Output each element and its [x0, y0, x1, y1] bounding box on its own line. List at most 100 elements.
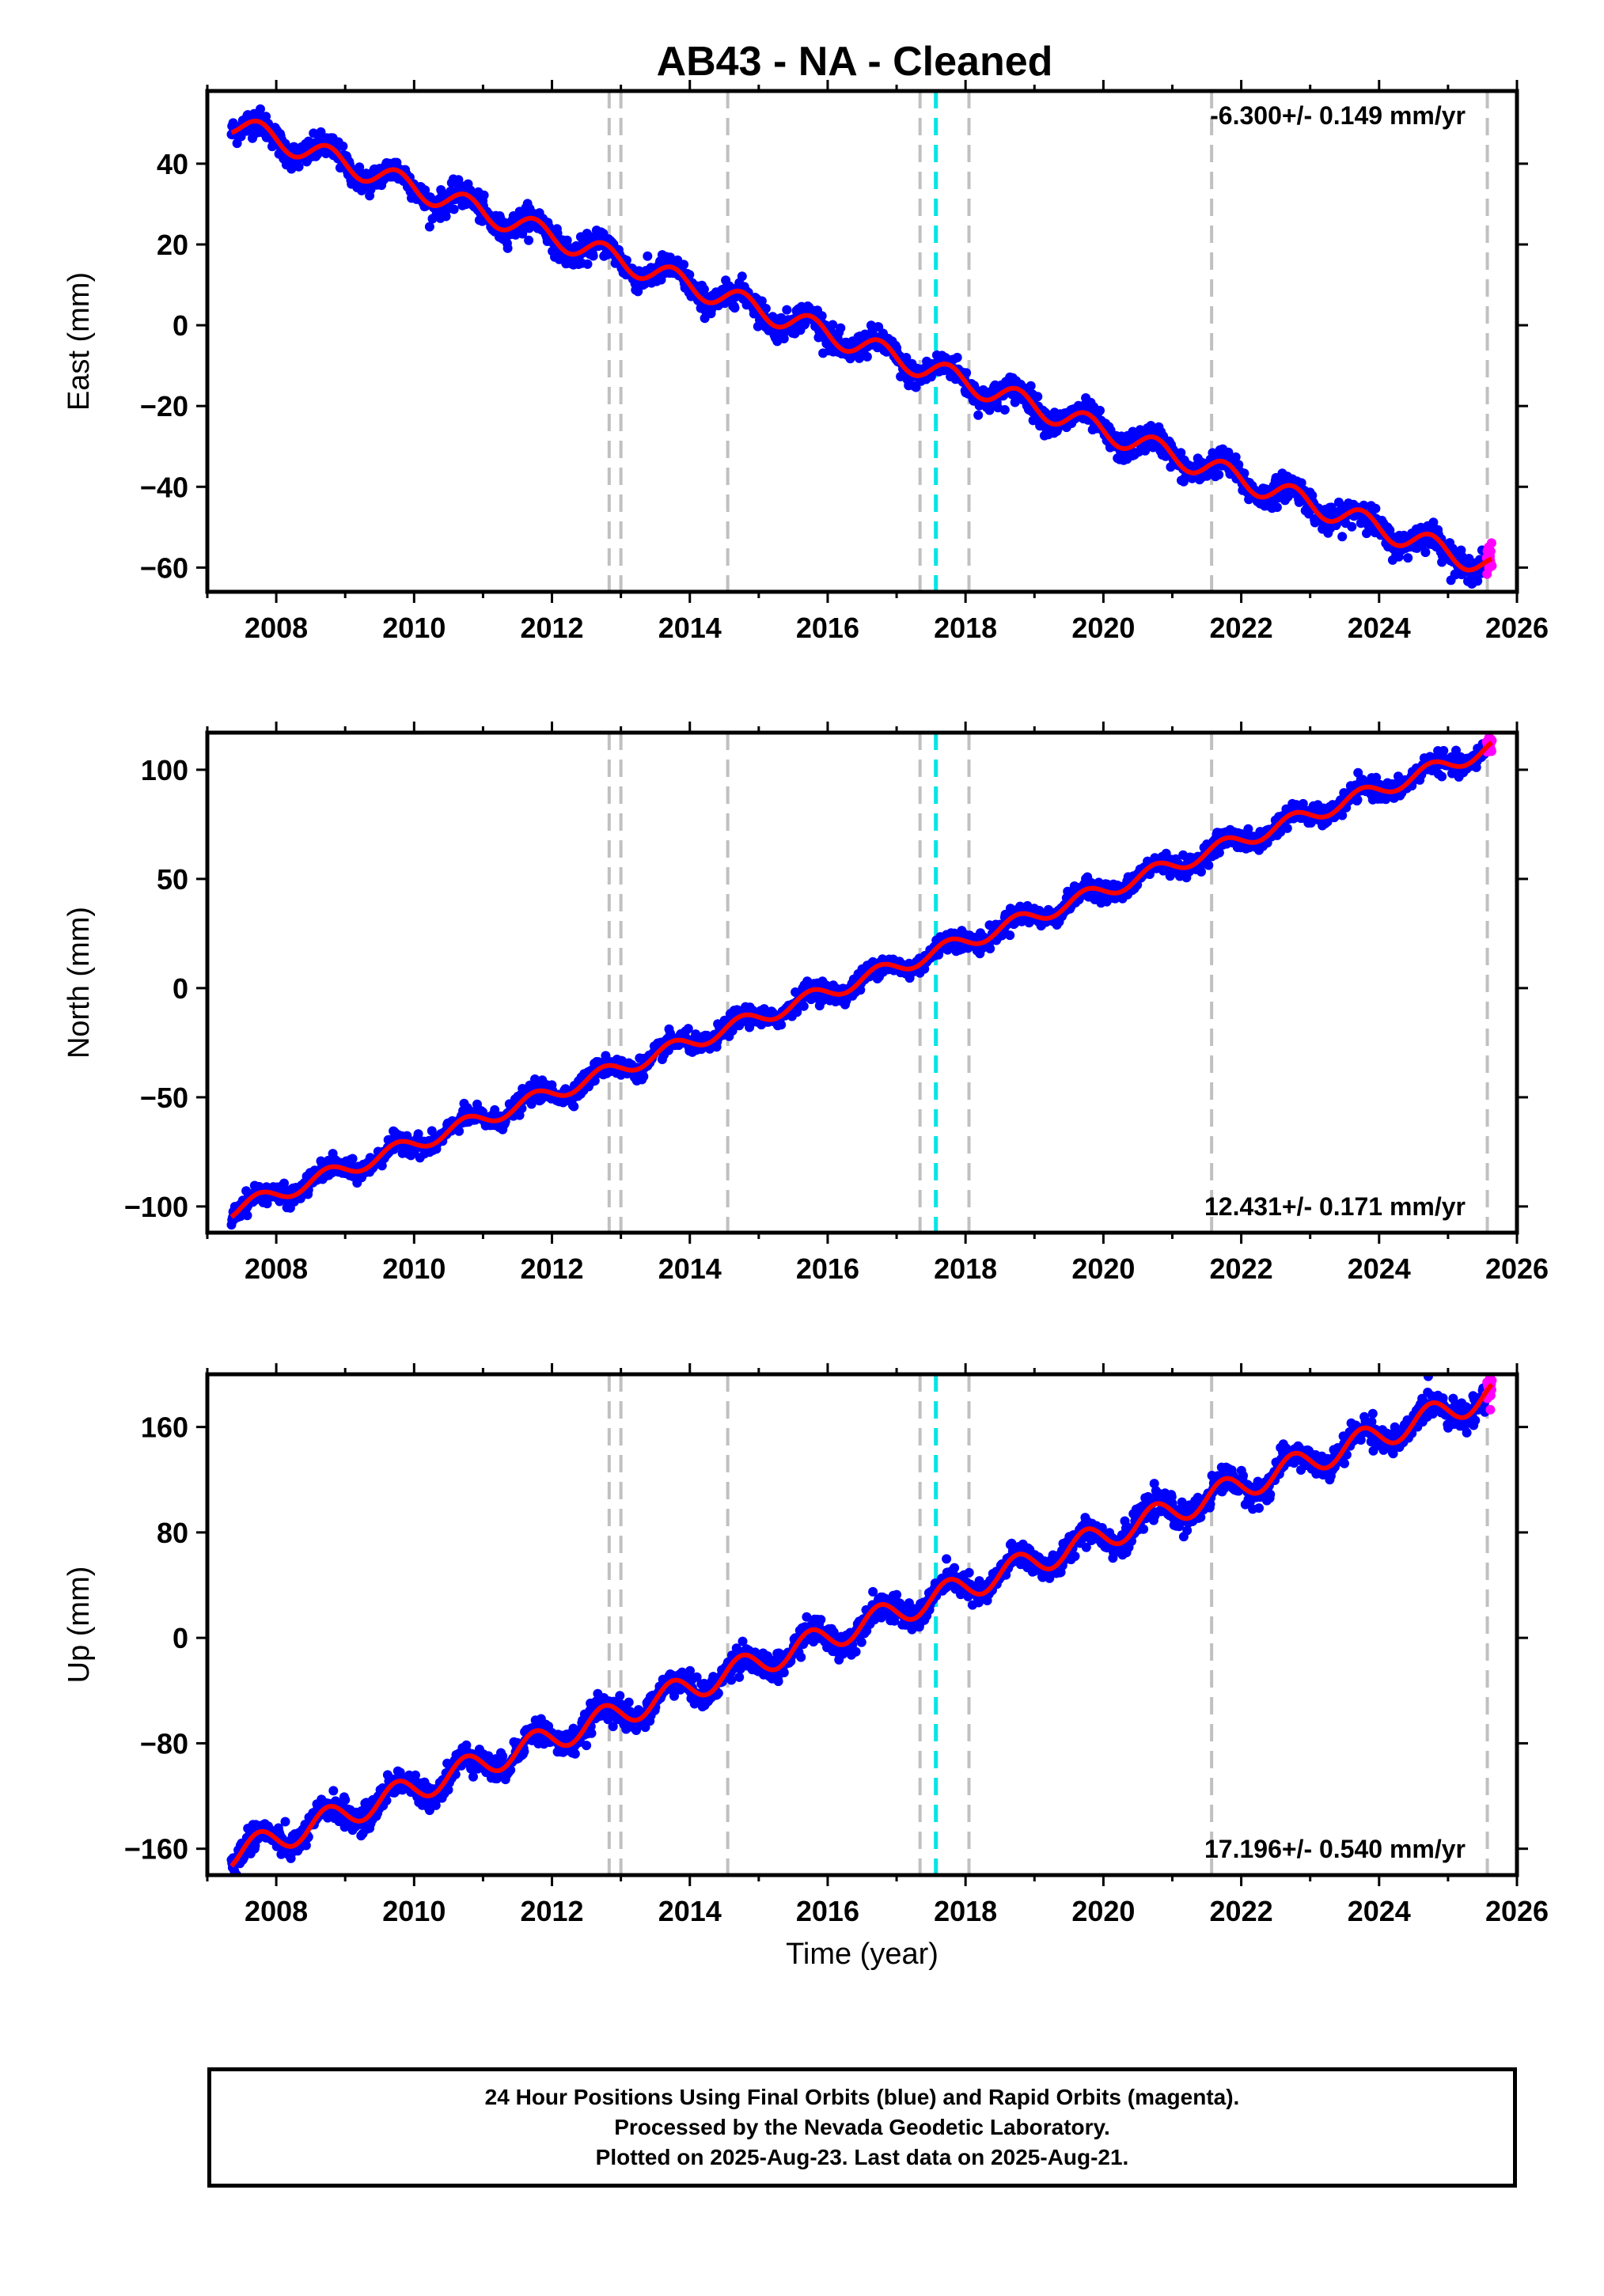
- final-orbit-point: [1196, 866, 1206, 877]
- final-orbit-point: [340, 1794, 351, 1805]
- x-tick-label: 2020: [1071, 1252, 1135, 1285]
- final-orbit-point: [1026, 381, 1036, 391]
- final-orbit-point: [1371, 772, 1382, 782]
- final-orbit-point: [727, 1025, 738, 1036]
- panel-frame: [205, 89, 1519, 594]
- final-orbit-point: [1296, 478, 1306, 488]
- final-orbit-point: [1230, 452, 1241, 462]
- final-orbit-point: [862, 351, 872, 362]
- x-tick-label: 2016: [796, 1252, 859, 1285]
- x-tick-label: 2010: [382, 1252, 446, 1285]
- plot-area-east: [226, 91, 1497, 592]
- final-orbit-point: [1337, 810, 1348, 820]
- final-orbit-point: [338, 141, 348, 151]
- final-orbit-point: [779, 334, 789, 343]
- final-orbit-point: [279, 1178, 289, 1188]
- final-orbit-point: [490, 1104, 500, 1115]
- final-orbit-point: [984, 405, 995, 415]
- final-orbit-point: [328, 1786, 339, 1796]
- x-tick-label: 2008: [245, 612, 308, 644]
- final-orbit-point: [420, 185, 430, 195]
- final-orbit-point: [1473, 576, 1483, 586]
- panel-frame: [205, 730, 1519, 1235]
- rate-label: -6.300+/- 0.149 mm/yr: [1210, 101, 1466, 130]
- final-orbit-point: [582, 259, 593, 269]
- final-orbit-point: [588, 251, 598, 261]
- figure-title: AB43 - NA - Cleaned: [657, 39, 1053, 85]
- x-tick-label: 2012: [520, 612, 583, 644]
- final-orbit-point: [441, 211, 451, 222]
- final-orbit-point: [1204, 860, 1214, 870]
- final-orbit-point: [424, 222, 434, 232]
- final-orbit-point: [502, 243, 513, 253]
- rapid-orbit-points: [1481, 538, 1497, 579]
- final-orbit-point: [427, 1126, 437, 1136]
- final-orbit-point: [1337, 532, 1348, 542]
- y-tick-label: 40: [157, 148, 188, 180]
- final-orbit-point: [828, 320, 838, 330]
- final-orbit-point: [730, 303, 740, 313]
- rapid-orbit-point: [1486, 538, 1496, 548]
- rapid-orbit-point: [1485, 546, 1496, 556]
- final-orbit-point: [1214, 847, 1224, 858]
- final-orbit-point: [760, 304, 771, 313]
- y-tick-label: 0: [173, 309, 188, 342]
- final-orbit-point: [684, 270, 695, 280]
- final-orbit-point: [280, 1817, 290, 1827]
- final-orbit-point: [242, 1211, 252, 1221]
- x-tick-label: 2022: [1210, 612, 1273, 644]
- final-orbit-point: [1428, 517, 1439, 528]
- final-orbit-point: [1420, 547, 1431, 558]
- y-tick-label: 50: [157, 863, 188, 896]
- final-orbit-point: [683, 1024, 693, 1034]
- final-orbit-point: [1347, 521, 1357, 532]
- final-orbit-point: [961, 368, 972, 378]
- final-orbit-point: [1176, 448, 1186, 458]
- plot-area-north: [226, 733, 1497, 1233]
- final-orbit-point: [301, 1840, 311, 1851]
- y-tick-label: −50: [140, 1082, 188, 1114]
- y-tick-label: 0: [173, 972, 188, 1005]
- final-orbit-point: [1371, 503, 1381, 513]
- panel-east: 2008 2010 2012 2014 2016 2018 2020 2022 2024 2026…: [63, 80, 1549, 644]
- final-orbit-point: [817, 311, 827, 321]
- final-orbit-point: [737, 271, 747, 282]
- y-tick-label: −60: [140, 551, 188, 584]
- final-orbit-point: [776, 1020, 787, 1030]
- rapid-orbit-point: [1487, 561, 1497, 571]
- final-orbit-point: [999, 405, 1010, 415]
- final-orbit-point: [1272, 502, 1282, 513]
- rapid-orbit-point: [1486, 746, 1496, 756]
- final-orbit-point: [479, 190, 489, 200]
- final-orbit-point: [377, 1161, 387, 1171]
- final-orbit-point: [1439, 745, 1449, 756]
- final-orbit-point: [639, 1071, 649, 1082]
- y-tick-label: 20: [157, 229, 188, 261]
- final-orbit-point: [679, 260, 689, 270]
- final-orbit-point: [699, 284, 709, 294]
- x-tick-label: 2022: [1210, 1252, 1273, 1285]
- final-orbit-point: [952, 352, 962, 362]
- final-orbit-point: [1437, 771, 1447, 782]
- final-orbit-point: [1239, 468, 1249, 479]
- final-orbit-point: [524, 235, 534, 245]
- final-orbit-point: [1282, 823, 1292, 833]
- x-tick-label: 2026: [1485, 1252, 1549, 1285]
- final-orbit-point: [1403, 553, 1413, 563]
- final-orbit-point: [973, 410, 984, 420]
- final-orbit-point: [1243, 824, 1253, 834]
- panel-up: 2008 2010 2012 2014 2016 2018 2020 2022 2024 2026…: [63, 1363, 1549, 1971]
- x-tick-label: 2020: [1071, 612, 1135, 644]
- model-fit-line: [230, 118, 1493, 573]
- final-orbit-point: [569, 1101, 579, 1112]
- final-orbit-point: [985, 944, 995, 953]
- x-tick-label: 2018: [934, 612, 997, 644]
- final-orbit-point: [261, 112, 271, 122]
- y-tick-label: −100: [124, 1191, 188, 1223]
- x-tick-label: 2026: [1485, 612, 1549, 644]
- final-orbit-point: [347, 1154, 358, 1164]
- x-tick-label: 2018: [934, 1252, 997, 1285]
- panel-north: 2008 2010 2012 2014 2016 2018 2020 2022 2024 2026…: [63, 722, 1549, 1285]
- final-orbit-point: [256, 104, 265, 114]
